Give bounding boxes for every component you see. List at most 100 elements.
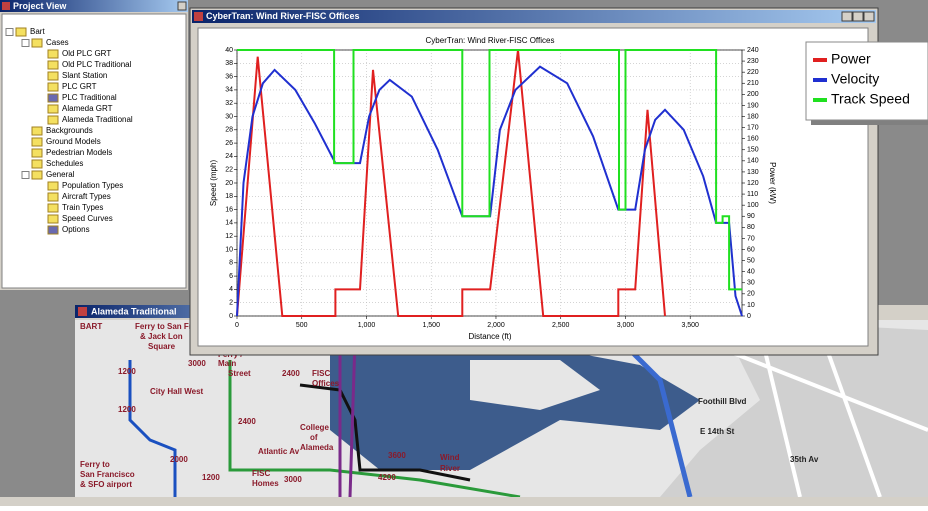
map-label: Ferry to — [80, 460, 110, 469]
y-tick-label: 10 — [225, 246, 233, 253]
y2-tick-label: 210 — [747, 80, 759, 87]
tree-item[interactable]: Old PLC GRT — [62, 49, 111, 58]
map-label: FISC — [312, 369, 330, 378]
map-label: River — [440, 464, 460, 473]
close-button[interactable] — [178, 2, 186, 10]
map-label: 3000 — [188, 359, 206, 368]
y-tick-label: 14 — [225, 220, 233, 227]
y2-tick-label: 120 — [747, 180, 759, 187]
tree-item[interactable]: General — [46, 170, 75, 179]
x-tick-label: 2,500 — [552, 322, 570, 329]
window-title: Project View — [13, 1, 67, 11]
map-label: Main — [218, 359, 236, 368]
tree-icon — [48, 226, 58, 234]
map-label: 3600 — [388, 451, 406, 460]
y-tick-label: 30 — [225, 113, 233, 120]
tree-icon — [48, 182, 58, 190]
tree-icon — [32, 171, 42, 179]
y-tick-label: 8 — [229, 260, 233, 267]
minimize-button[interactable] — [842, 12, 852, 21]
x-tick-label: 0 — [235, 322, 239, 329]
tree-item[interactable]: Old PLC Traditional — [62, 60, 132, 69]
maximize-button[interactable] — [853, 12, 863, 21]
tree-item[interactable]: Aircraft Types — [62, 192, 111, 201]
y2-tick-label: 50 — [747, 257, 755, 264]
tree-item[interactable]: Bart — [30, 27, 45, 36]
tree-icon — [32, 138, 42, 146]
y2-tick-label: 130 — [747, 169, 759, 176]
y2-tick-label: 160 — [747, 136, 759, 143]
y2-tick-label: 80 — [747, 224, 755, 231]
y2-tick-label: 10 — [747, 302, 755, 309]
expander[interactable] — [22, 40, 29, 47]
window-title: CyberTran: Wind River-FISC Offices — [206, 11, 359, 21]
map-label: Alameda — [300, 443, 334, 452]
map-label: Foothill Blvd — [698, 397, 747, 406]
expander[interactable] — [22, 172, 29, 179]
map-label: Homes — [252, 479, 279, 488]
y2-axis-label: Power (kW) — [768, 162, 777, 204]
expander[interactable] — [6, 29, 13, 36]
x-tick-label: 1,000 — [358, 322, 376, 329]
x-tick-label: 1,500 — [422, 322, 440, 329]
close-button[interactable] — [864, 12, 874, 21]
map-label: 3000 — [284, 475, 302, 484]
tree-item[interactable]: PLC GRT — [62, 82, 97, 91]
map-label: 1200 — [118, 367, 136, 376]
map-label: 2400 — [282, 369, 300, 378]
x-tick-label: 500 — [296, 322, 308, 329]
y-tick-label: 12 — [225, 233, 233, 240]
tree-item[interactable]: Alameda Traditional — [62, 115, 133, 124]
map-label: 35th Av — [790, 455, 819, 464]
y-tick-label: 28 — [225, 127, 233, 134]
tree-icon — [32, 39, 42, 47]
map-label: 1200 — [118, 405, 136, 414]
tree-item[interactable]: Options — [62, 225, 90, 234]
tree-item[interactable]: Slant Station — [62, 71, 107, 80]
map-label: Square — [148, 342, 176, 351]
y-tick-label: 40 — [225, 47, 233, 54]
tree-item[interactable]: Alameda GRT — [62, 104, 113, 113]
y2-tick-label: 20 — [747, 291, 755, 298]
tree-icon — [48, 193, 58, 201]
y-tick-label: 0 — [229, 313, 233, 320]
y2-tick-label: 170 — [747, 124, 759, 131]
tree-item[interactable]: Speed Curves — [62, 214, 113, 223]
tree-item[interactable]: Backgrounds — [46, 126, 93, 135]
map-label: & SFO airport — [80, 480, 132, 489]
tree-icon — [48, 83, 58, 91]
y2-tick-label: 110 — [747, 191, 758, 198]
map-label: City Hall West — [150, 387, 204, 396]
map-label: 2000 — [170, 455, 188, 464]
tree-item[interactable]: Cases — [46, 38, 69, 47]
tree-item[interactable]: Pedestrian Models — [46, 148, 112, 157]
tree-icon — [48, 204, 58, 212]
tree-icon — [48, 105, 58, 113]
y-tick-label: 2 — [229, 300, 233, 307]
y2-tick-label: 200 — [747, 91, 759, 98]
y-tick-label: 36 — [225, 73, 233, 80]
tree-item[interactable]: PLC Traditional — [62, 93, 117, 102]
map-label: 2400 — [238, 417, 256, 426]
tree-item[interactable]: Population Types — [62, 181, 123, 190]
tree-icon — [48, 72, 58, 80]
x-tick-label: 3,500 — [681, 322, 699, 329]
y2-tick-label: 60 — [747, 246, 755, 253]
tree-item[interactable]: Train Types — [62, 203, 103, 212]
tree-icon — [32, 160, 42, 168]
y2-tick-label: 70 — [747, 235, 755, 242]
legend-label: Power — [831, 51, 871, 67]
map-label: E 14th St — [700, 427, 735, 436]
x-axis-label: Distance (ft) — [468, 332, 511, 341]
tree-item[interactable]: Schedules — [46, 159, 83, 168]
y-tick-label: 34 — [225, 87, 233, 94]
tree-item[interactable]: Ground Models — [46, 137, 101, 146]
window-title: Alameda Traditional — [91, 306, 177, 316]
map-label: 4200 — [378, 473, 396, 482]
y-tick-label: 26 — [225, 140, 233, 147]
y2-tick-label: 0 — [747, 313, 751, 320]
x-tick-label: 3,000 — [617, 322, 635, 329]
y2-tick-label: 230 — [747, 58, 759, 65]
y2-tick-label: 240 — [747, 47, 759, 54]
y-tick-label: 24 — [225, 153, 233, 160]
